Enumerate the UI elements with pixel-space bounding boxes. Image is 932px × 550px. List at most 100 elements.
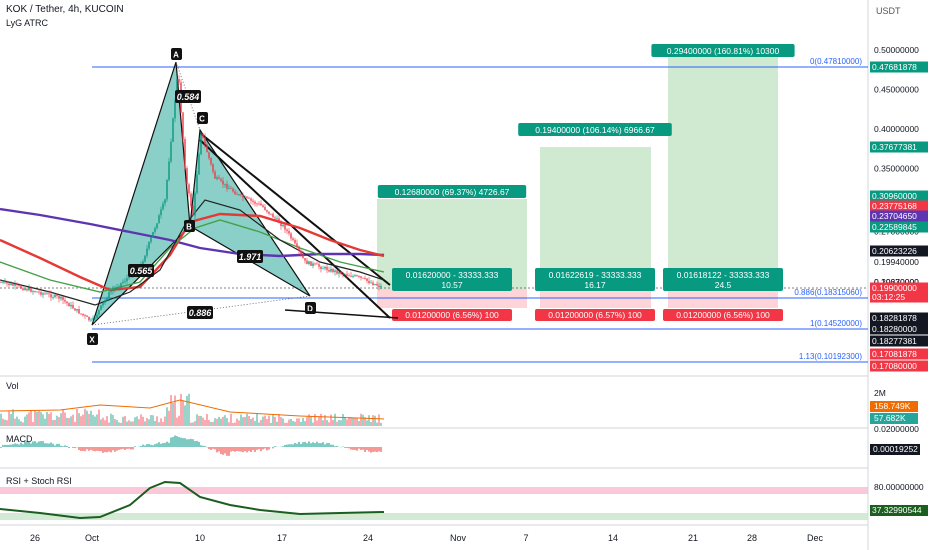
- macd-histogram-bar: [140, 446, 142, 447]
- candle-body: [232, 188, 234, 192]
- macd-histogram-bar: [122, 447, 124, 449]
- volume-bar: [218, 416, 220, 426]
- volume-bar: [232, 422, 234, 426]
- volume-bar: [280, 417, 282, 426]
- macd-histogram-bar: [34, 441, 36, 447]
- volume-bar: [190, 422, 192, 426]
- volume-bar: [352, 417, 354, 426]
- candle-body: [74, 308, 76, 311]
- volume-bar: [140, 414, 142, 426]
- rsi-badge: [870, 505, 928, 516]
- rsi-pane-label[interactable]: RSI + Stoch RSI: [6, 476, 72, 486]
- volume-pane-label[interactable]: Vol: [6, 381, 19, 391]
- price-badge: [870, 190, 928, 202]
- macd-histogram-bar: [146, 444, 148, 447]
- candle-body: [56, 294, 58, 297]
- volume-bar: [54, 419, 56, 426]
- candle-body: [222, 180, 224, 185]
- candle-body: [100, 305, 102, 310]
- price-badge-label: 0.22589845: [872, 222, 917, 232]
- macd-histogram-bar: [334, 446, 336, 447]
- candle-body: [308, 261, 310, 265]
- macd-histogram-bar: [72, 447, 74, 448]
- macd-histogram-bar: [120, 447, 122, 450]
- candle-body: [230, 188, 232, 190]
- candle-body: [54, 294, 56, 298]
- volume-bar: [162, 421, 164, 426]
- candle-body: [198, 154, 200, 175]
- candle-body: [144, 255, 146, 262]
- macd-histogram-bar: [162, 443, 164, 447]
- volume-bar: [220, 418, 222, 426]
- macd-histogram-bar: [222, 447, 224, 455]
- macd-histogram-bar: [246, 447, 248, 453]
- volume-axis-tick: 2M: [874, 388, 886, 398]
- volume-bar: [256, 413, 258, 426]
- volume-bar: [178, 415, 180, 426]
- volume-bar: [342, 414, 344, 426]
- macd-histogram-bar: [322, 442, 324, 447]
- volume-bar: [200, 415, 202, 426]
- candle-body: [188, 184, 190, 194]
- candle-body: [40, 292, 42, 295]
- volume-bar: [336, 421, 338, 426]
- fib-level-label: 1.13(0.10192300): [799, 352, 863, 361]
- candle-body: [210, 158, 212, 165]
- macd-histogram-bar: [188, 439, 190, 447]
- volume-bar: [154, 420, 156, 426]
- macd-histogram-bar: [370, 447, 372, 453]
- macd-histogram-bar: [128, 447, 130, 449]
- candle-body: [224, 183, 226, 185]
- volume-bar: [238, 420, 240, 426]
- macd-pane-label[interactable]: MACD: [6, 434, 33, 444]
- time-axis-tick: Dec: [807, 533, 824, 543]
- candle-body: [10, 283, 12, 286]
- candle-body: [26, 288, 28, 291]
- volume-bar: [216, 418, 218, 426]
- candle-body: [366, 278, 368, 281]
- candle-body: [36, 291, 38, 293]
- macd-histogram-bar: [362, 447, 364, 450]
- macd-histogram-bar: [108, 447, 110, 452]
- candle-body: [30, 288, 32, 292]
- volume-bar: [310, 416, 312, 426]
- volume-bar: [86, 410, 88, 426]
- target-entry-sublabel: 24.5: [715, 280, 732, 290]
- price-badge: [870, 200, 928, 212]
- candle-body: [172, 118, 174, 142]
- target-entry-badge: [663, 268, 783, 291]
- macd-histogram-bar: [288, 444, 290, 447]
- candle-body: [270, 213, 272, 215]
- volume-bar: [206, 414, 208, 426]
- price-badge: [870, 141, 928, 153]
- target-stop-label: 0.01200000 (6.56%) 100: [676, 310, 770, 320]
- symbol-title[interactable]: KOK / Tether, 4h, KUCOIN: [6, 4, 124, 15]
- macd-histogram-bar: [314, 443, 316, 447]
- macd-histogram-bar: [6, 444, 8, 447]
- target-profit-label: 0.19400000 (106.14%) 6966.67: [535, 125, 655, 135]
- target-profit-label: 0.12680000 (69.37%) 4726.67: [395, 187, 510, 197]
- macd-histogram-bar: [324, 444, 326, 447]
- harmonic-point-label: A: [173, 51, 179, 60]
- candle-body: [186, 168, 188, 185]
- target-profit-badge: [651, 44, 795, 57]
- volume-bar: [132, 421, 134, 426]
- candle-body: [166, 179, 168, 200]
- volume-bar: [302, 417, 304, 426]
- macd-histogram-bar: [268, 447, 270, 450]
- candle-body: [194, 192, 196, 216]
- volume-bar: [62, 409, 64, 426]
- macd-histogram-bar: [304, 441, 306, 447]
- macd-histogram-bar: [298, 441, 300, 447]
- candle-body: [6, 281, 8, 284]
- volume-bar: [138, 419, 140, 426]
- volume-bar: [380, 422, 382, 426]
- candle-body: [196, 174, 198, 193]
- candle-body: [370, 282, 372, 284]
- rsi-overbought-band: [0, 487, 868, 494]
- macd-histogram-bar: [250, 447, 252, 453]
- indicator-label[interactable]: LyG ATRC: [6, 18, 49, 28]
- macd-histogram-bar: [58, 443, 60, 447]
- candle-body: [2, 281, 4, 283]
